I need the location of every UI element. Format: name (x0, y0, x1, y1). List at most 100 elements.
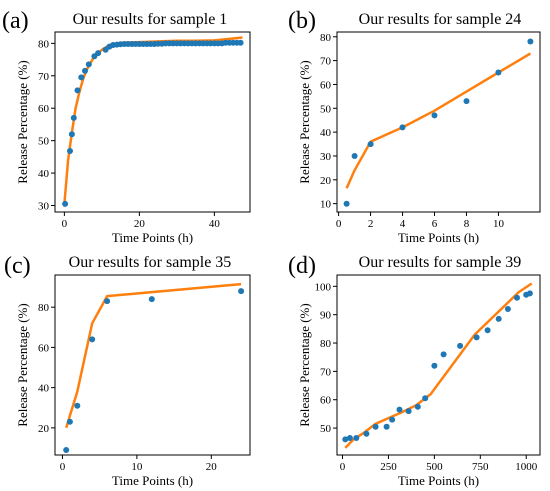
data-point (527, 38, 534, 45)
data-point (396, 406, 403, 413)
data-point (383, 423, 390, 430)
x-tick-label: 0 (60, 461, 66, 473)
x-tick-label: 10 (493, 218, 505, 230)
data-point (372, 423, 379, 430)
y-tick-label: 40 (320, 127, 332, 139)
y-tick-label: 80 (38, 302, 50, 314)
y-tick-label: 50 (38, 136, 50, 148)
data-point (85, 61, 92, 68)
data-point (431, 112, 438, 119)
y-tick-label: 20 (320, 175, 332, 187)
y-tick-label: 60 (320, 79, 332, 91)
y-tick-label: 40 (38, 168, 50, 180)
x-tick-label: 4 (400, 218, 406, 230)
data-point (95, 50, 102, 57)
data-point (238, 288, 245, 295)
data-point (89, 336, 96, 343)
y-tick-label: 30 (320, 151, 332, 163)
y-axis-label: Release Percentage (%) (15, 303, 30, 426)
panel-b: (b) Our results for sample 24 0 2 4 6 8 10 10 20 3… (288, 8, 541, 245)
x-tick-label: 750 (472, 461, 489, 473)
data-point (67, 148, 73, 154)
data-point (78, 74, 85, 81)
x-tick-label: 500 (426, 461, 443, 473)
y-tick-label: 50 (320, 423, 332, 435)
y-tick-label: 60 (38, 342, 50, 354)
panel-label: (b) (288, 8, 316, 34)
panel-d: (d) Our results for sample 39 0 250 500 750 10… (288, 253, 541, 488)
plot-frame (336, 31, 541, 213)
data-point (353, 435, 360, 441)
y-axis-label: Release Percentage (%) (297, 303, 312, 426)
x-tick-label: 0 (62, 218, 68, 230)
x-axis-label: Time Points (h) (398, 230, 479, 245)
fit-line (65, 282, 242, 429)
data-point (63, 447, 70, 453)
fit-line (63, 36, 243, 205)
y-tick-label: 80 (320, 32, 332, 44)
data-point (463, 98, 470, 105)
y-tick-label: 30 (38, 201, 50, 213)
data-point (504, 306, 511, 312)
x-axis-label: Time Points (h) (398, 473, 479, 488)
data-point (346, 435, 353, 441)
data-point (514, 294, 520, 301)
data-point (148, 296, 155, 303)
data-point (351, 153, 358, 159)
y-tick-label: 90 (320, 310, 332, 322)
data-point (405, 408, 412, 415)
data-point (237, 39, 244, 46)
data-point (414, 403, 421, 410)
data-point (66, 418, 73, 425)
y-tick-label: 50 (320, 103, 332, 115)
data-point (74, 87, 81, 94)
y-tick-label: 60 (320, 395, 332, 407)
x-tick-label: 2 (368, 218, 374, 230)
x-tick-label: 0 (336, 218, 342, 230)
chart-title: Our results for sample 39 (359, 254, 522, 271)
y-tick-label: 10 (320, 199, 332, 211)
data-point (495, 315, 502, 322)
y-tick-label: 80 (38, 38, 50, 50)
data-point (367, 141, 374, 148)
data-point (363, 430, 370, 437)
panel-label: (c) (4, 253, 31, 279)
data-point (484, 327, 491, 334)
chart-title: Our results for sample 24 (359, 11, 522, 28)
x-tick-label: 8 (464, 218, 470, 230)
plot-frame (54, 31, 251, 213)
data-point (431, 362, 438, 369)
data-point (343, 200, 350, 207)
data-point (74, 402, 81, 409)
x-tick-label: 6 (432, 218, 438, 230)
data-point (399, 124, 406, 131)
fit-line (344, 282, 533, 449)
fit-line (345, 52, 532, 189)
x-tick-label: 20 (134, 218, 146, 230)
y-tick-label: 70 (38, 71, 50, 83)
panel-a: (a) Our results for sample 1 0 20 40 30 40 50 60… (2, 8, 251, 245)
panel-label: (d) (288, 253, 316, 279)
data-point (526, 290, 533, 297)
x-tick-label: 40 (209, 218, 221, 230)
data-point (389, 416, 396, 423)
x-tick-label: 0 (340, 461, 346, 473)
y-tick-label: 40 (38, 383, 50, 395)
y-tick-label: 60 (38, 103, 50, 115)
data-point (82, 67, 88, 74)
data-point (457, 342, 464, 349)
data-point (342, 436, 349, 443)
x-tick-label: 1000 (515, 461, 538, 473)
panel-label: (a) (2, 8, 29, 34)
y-tick-label: 70 (320, 366, 332, 378)
data-point (473, 334, 480, 341)
y-axis-label: Release Percentage (%) (297, 60, 312, 183)
data-point (68, 131, 75, 138)
y-tick-label: 80 (320, 338, 332, 350)
y-tick-label: 70 (320, 56, 332, 68)
plot-frame (336, 274, 541, 456)
data-point (70, 114, 77, 121)
chart-title: Our results for sample 35 (69, 254, 232, 271)
data-point (104, 298, 111, 305)
